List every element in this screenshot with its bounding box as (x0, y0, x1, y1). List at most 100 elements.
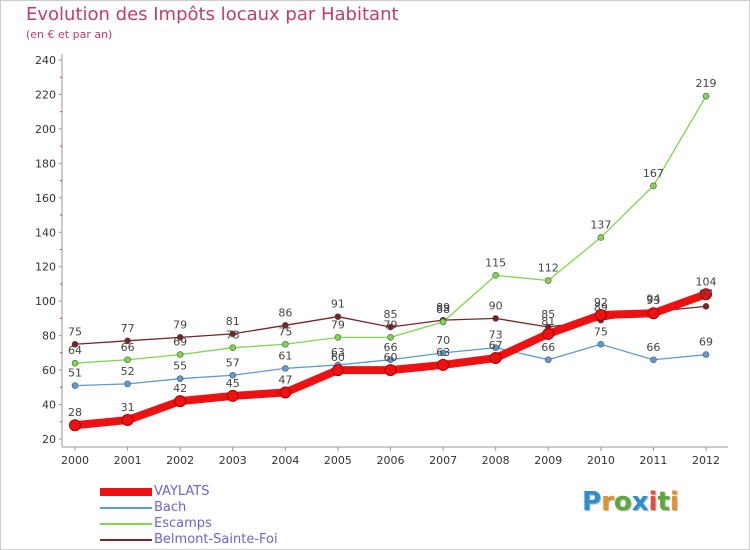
data-point-bach (229, 371, 237, 379)
x-tick-label: 2007 (429, 454, 457, 467)
data-label-bach: 69 (699, 336, 713, 349)
data-label-belmont-sainte-foi: 77 (121, 322, 135, 335)
logo-letter: r (601, 487, 614, 517)
data-point-vaylats (121, 414, 134, 427)
data-point-bach (439, 349, 447, 357)
y-tick-label: 20 (42, 433, 56, 446)
data-label-belmont-sainte-foi: 97 (699, 287, 713, 300)
data-point-escamps (439, 318, 447, 326)
data-label-escamps: 112 (538, 262, 559, 275)
data-point-bach (650, 356, 657, 364)
data-label-escamps: 64 (68, 344, 82, 357)
data-label-vaylats: 93 (646, 294, 660, 307)
data-point-escamps (229, 344, 237, 351)
data-label-belmont-sainte-foi: 90 (489, 299, 503, 312)
y-tick-label: 180 (35, 157, 56, 170)
data-point-escamps (650, 182, 657, 190)
proxiti-logo: Proxiti (582, 487, 679, 517)
data-point-belmont-sainte-foi (387, 323, 394, 331)
data-label-bach: 51 (68, 367, 82, 380)
data-point-bach (176, 375, 184, 383)
data-label-vaylats: 60 (384, 351, 398, 364)
data-label-vaylats: 45 (226, 377, 240, 390)
data-label-escamps: 66 (121, 341, 135, 354)
y-tick-label: 120 (35, 261, 56, 274)
legend-label-belmont-sainte-foi: Belmont-Sainte-Foi (154, 532, 278, 547)
y-tick-label: 80 (42, 330, 56, 343)
data-point-bach (492, 344, 499, 351)
data-label-vaylats: 81 (541, 315, 555, 328)
data-label-vaylats: 60 (331, 351, 345, 364)
logo-letter: x (631, 487, 649, 517)
data-label-bach: 73 (489, 329, 503, 342)
legend-swatch-escamps (100, 523, 152, 525)
data-label-vaylats: 67 (489, 339, 503, 352)
data-point-escamps (597, 234, 605, 241)
data-label-bach: 52 (121, 365, 135, 378)
data-point-belmont-sainte-foi (492, 315, 499, 322)
data-label-escamps: 73 (226, 329, 240, 342)
y-tick-label: 240 (35, 54, 56, 67)
data-point-bach (282, 365, 289, 372)
data-point-bach (71, 382, 79, 389)
data-label-escamps: 75 (278, 325, 292, 338)
data-label-vaylats: 28 (68, 406, 82, 419)
data-point-bach (387, 356, 394, 364)
x-tick-label: 2009 (534, 454, 562, 467)
data-label-bach: 61 (278, 349, 292, 362)
logo-letter: i (669, 487, 679, 517)
data-label-vaylats: 104 (696, 275, 717, 288)
data-point-vaylats (384, 364, 397, 377)
data-point-vaylats (700, 288, 712, 301)
data-point-vaylats (594, 308, 607, 321)
legend-label-escamps: Escamps (154, 516, 212, 531)
data-label-bach: 66 (384, 341, 398, 354)
data-label-belmont-sainte-foi: 85 (384, 308, 398, 321)
data-point-belmont-sainte-foi (334, 313, 342, 320)
x-tick-label: 2005 (324, 454, 352, 467)
data-label-escamps: 88 (436, 303, 450, 316)
data-label-vaylats: 92 (594, 296, 608, 309)
data-point-escamps (334, 334, 342, 341)
data-point-escamps (124, 356, 131, 364)
data-label-escamps: 79 (384, 318, 398, 331)
data-point-escamps (544, 277, 552, 284)
data-label-belmont-sainte-foi: 79 (173, 318, 187, 331)
data-point-belmont-sainte-foi (229, 330, 237, 338)
legend-label-vaylats: VAYLATS (154, 484, 210, 499)
chart-title: Evolution des Impôts locaux par Habitant (26, 4, 399, 25)
data-point-escamps (282, 340, 289, 348)
data-label-vaylats: 63 (436, 346, 450, 359)
x-tick-label: 2010 (587, 454, 615, 467)
y-tick-label: 40 (42, 399, 56, 412)
y-tick-label: 60 (42, 364, 56, 377)
data-label-escamps: 137 (590, 218, 611, 231)
data-label-escamps: 219 (696, 77, 717, 90)
data-label-belmont-sainte-foi: 89 (594, 301, 608, 314)
x-tick-label: 2012 (692, 454, 720, 467)
y-tick-label: 140 (35, 226, 56, 239)
data-label-belmont-sainte-foi: 75 (68, 325, 82, 338)
x-tick-label: 2011 (639, 454, 667, 467)
x-tick-label: 2000 (61, 454, 89, 467)
x-tick-label: 2003 (219, 454, 247, 467)
logo-letter: i (648, 487, 658, 517)
data-point-bach (597, 340, 605, 348)
data-label-bach: 70 (436, 334, 450, 347)
axes: 20 40 60 80 100 120 140 160 180 200 220 240 2000 2001… (35, 54, 728, 467)
legend-swatch-vaylats (100, 488, 152, 496)
data-label-escamps: 115 (485, 256, 506, 269)
logo-letter: P (582, 487, 602, 517)
data-point-belmont-sainte-foi (71, 340, 79, 348)
data-point-escamps (492, 272, 499, 279)
data-label-escamps: 79 (331, 318, 345, 331)
data-label-bach: 66 (646, 341, 660, 354)
data-point-bach (702, 351, 710, 358)
x-tick-label: 2001 (114, 454, 142, 467)
data-point-belmont-sainte-foi (176, 334, 184, 341)
data-point-belmont-sainte-foi (282, 321, 289, 329)
data-point-vaylats (437, 358, 450, 371)
data-point-vaylats (69, 419, 81, 432)
